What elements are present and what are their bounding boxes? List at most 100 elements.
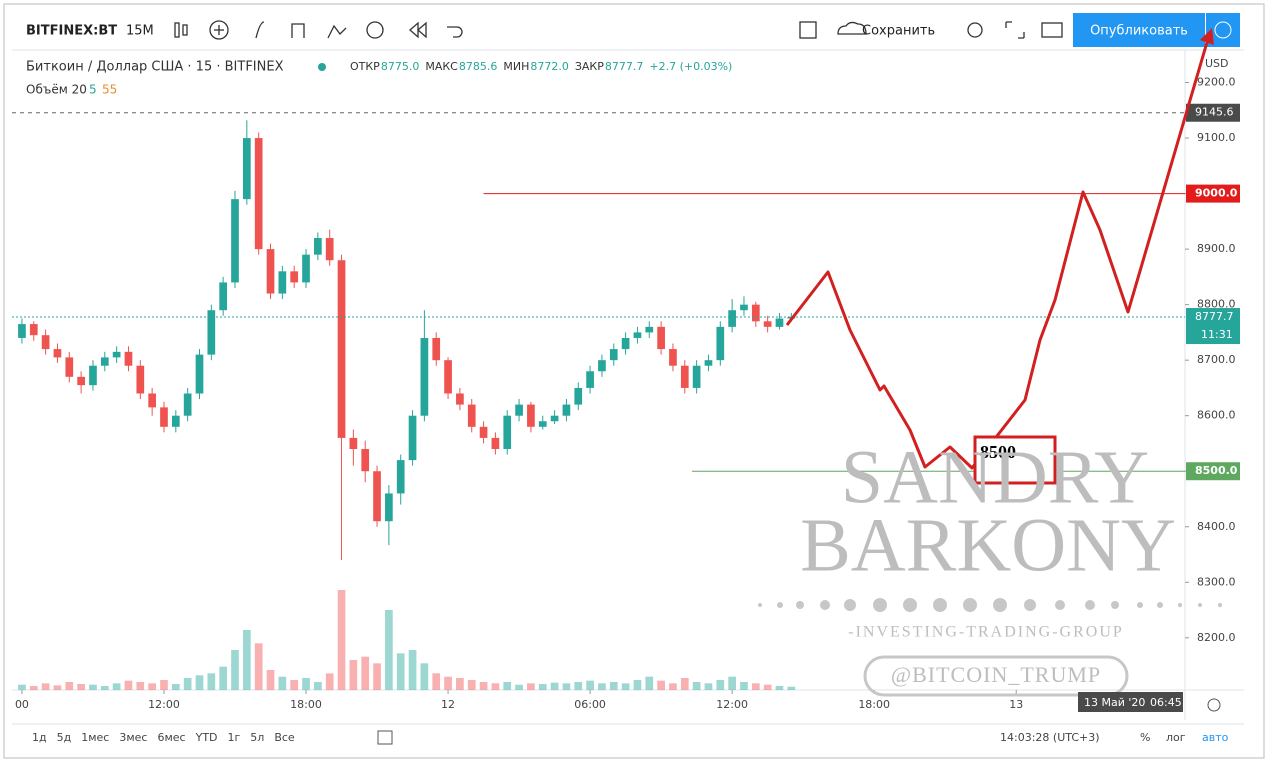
candle-body: [586, 371, 594, 388]
range-button[interactable]: YTD: [195, 731, 218, 744]
ohlc-value: 8775.0: [381, 60, 420, 73]
x-tick-label: 00: [15, 698, 29, 711]
volume-bar: [242, 630, 251, 690]
level-label: 9000.0: [1195, 187, 1238, 200]
watermark: @BITCOIN_TRUMP: [891, 662, 1101, 687]
volume-bar: [669, 683, 677, 690]
range-button[interactable]: 3мес: [119, 731, 147, 744]
volume-bar: [479, 682, 488, 690]
range-button[interactable]: 1д: [32, 731, 47, 744]
volume-bar: [456, 678, 464, 690]
toolbar-icons[interactable]: [174, 20, 1063, 40]
symbol[interactable]: BITFINEX:BT: [26, 24, 117, 39]
volume-bar: [89, 684, 97, 690]
candle-body: [160, 407, 168, 427]
candle-body: [396, 460, 405, 494]
forecast-path: [785, 31, 1212, 470]
volume-bar: [385, 610, 393, 690]
candle-body: [669, 349, 677, 366]
range-button[interactable]: 1мес: [81, 731, 109, 744]
ohlc-label: МИН: [503, 60, 529, 73]
calendar-icon[interactable]: [377, 730, 393, 745]
candle-body: [325, 238, 334, 261]
candle-body: [420, 337, 429, 416]
candle-body: [337, 260, 346, 438]
last-price-tag: [1186, 308, 1240, 345]
volume-bar: [621, 683, 630, 690]
percent[interactable]: %: [1140, 731, 1150, 744]
volume-bar: [538, 684, 547, 690]
candle-body: [432, 337, 441, 361]
candle-body: [314, 238, 322, 255]
volume-bar: [633, 680, 642, 690]
candle-body: [18, 324, 26, 338]
candle-body: [100, 357, 109, 366]
y-tick-label: 8800.0: [1197, 298, 1236, 311]
volume-bar: [41, 683, 50, 690]
x-tick-label: 18:00: [858, 698, 890, 711]
candle-body: [171, 415, 180, 427]
volume-bar: [598, 683, 606, 690]
watermark: BARKONY: [800, 503, 1176, 587]
volume-bar: [645, 676, 654, 690]
volume-bar: [396, 653, 405, 690]
crosshair-tag: [1186, 103, 1240, 122]
candle-body: [195, 354, 204, 394]
legend-title: Биткоин / Доллар США · 15 · BITFINEX: [26, 60, 284, 75]
candle-body: [266, 249, 275, 294]
volume-bar: [574, 682, 583, 690]
volume-bar: [195, 675, 204, 690]
settings-icon[interactable]: [1207, 698, 1221, 712]
volume-ma-b: 55: [102, 83, 117, 97]
x-tick-label: 12:00: [716, 698, 748, 711]
time-cursor-time: 06:45: [1150, 696, 1182, 709]
y-tick-label: 8400.0: [1197, 520, 1236, 533]
ohlc-value: 8777.7: [605, 60, 644, 73]
publish-button[interactable]: [1073, 13, 1205, 47]
candle-body: [183, 393, 192, 416]
candle-body: [775, 318, 784, 327]
annotation-box: [973, 435, 1057, 485]
candle-body: [112, 351, 121, 358]
candle-body: [538, 421, 547, 427]
candle-body: [373, 471, 381, 522]
range-button[interactable]: 5д: [57, 731, 72, 744]
toolbar: [12, 12, 1244, 50]
crosshair-label: 9145.6: [1195, 106, 1234, 119]
candle-body: [29, 324, 38, 336]
candle-body: [124, 351, 133, 366]
candle-body: [41, 335, 50, 350]
log[interactable]: лог: [1166, 731, 1186, 744]
interval[interactable]: 15M: [126, 24, 154, 39]
volume-bar: [503, 682, 512, 690]
candle-body: [574, 387, 583, 405]
auto[interactable]: авто: [1202, 731, 1229, 744]
candle-body: [456, 393, 464, 405]
candle-body: [728, 310, 736, 327]
volume-bar: [290, 680, 299, 690]
candle-body: [385, 493, 393, 522]
range-button[interactable]: 6мес: [157, 731, 185, 744]
volume-bar: [704, 683, 713, 690]
save-button[interactable]: Сохранить: [862, 24, 935, 39]
candle-body: [242, 138, 251, 200]
candle-body: [278, 271, 287, 294]
plot: 8200.0 8300.0 8400.0 8500.0 8600.0 8700.0 8800…: [12, 76, 1240, 711]
volume-bar: [432, 673, 441, 690]
time-cursor-date: 13 Май '20: [1084, 696, 1145, 709]
volume-bar: [171, 684, 180, 690]
range-button[interactable]: Все: [274, 731, 295, 744]
volume-bar: [314, 682, 322, 690]
range-bar: 1д 5д 1мес 3мес 6мес YTD 1г 5л Все: [32, 731, 295, 744]
range-button[interactable]: 5л: [250, 731, 264, 744]
range-button[interactable]: 1г: [228, 731, 241, 744]
volume-bar: [420, 663, 429, 690]
level-tag: [1186, 184, 1240, 203]
clock: 14:03:28 (UTC+3): [1000, 731, 1100, 744]
volume-bar: [716, 680, 725, 690]
volume-bar: [609, 682, 618, 690]
level-tag: [1186, 462, 1240, 481]
volume-bar: [219, 666, 228, 690]
candle-body: [408, 415, 417, 461]
